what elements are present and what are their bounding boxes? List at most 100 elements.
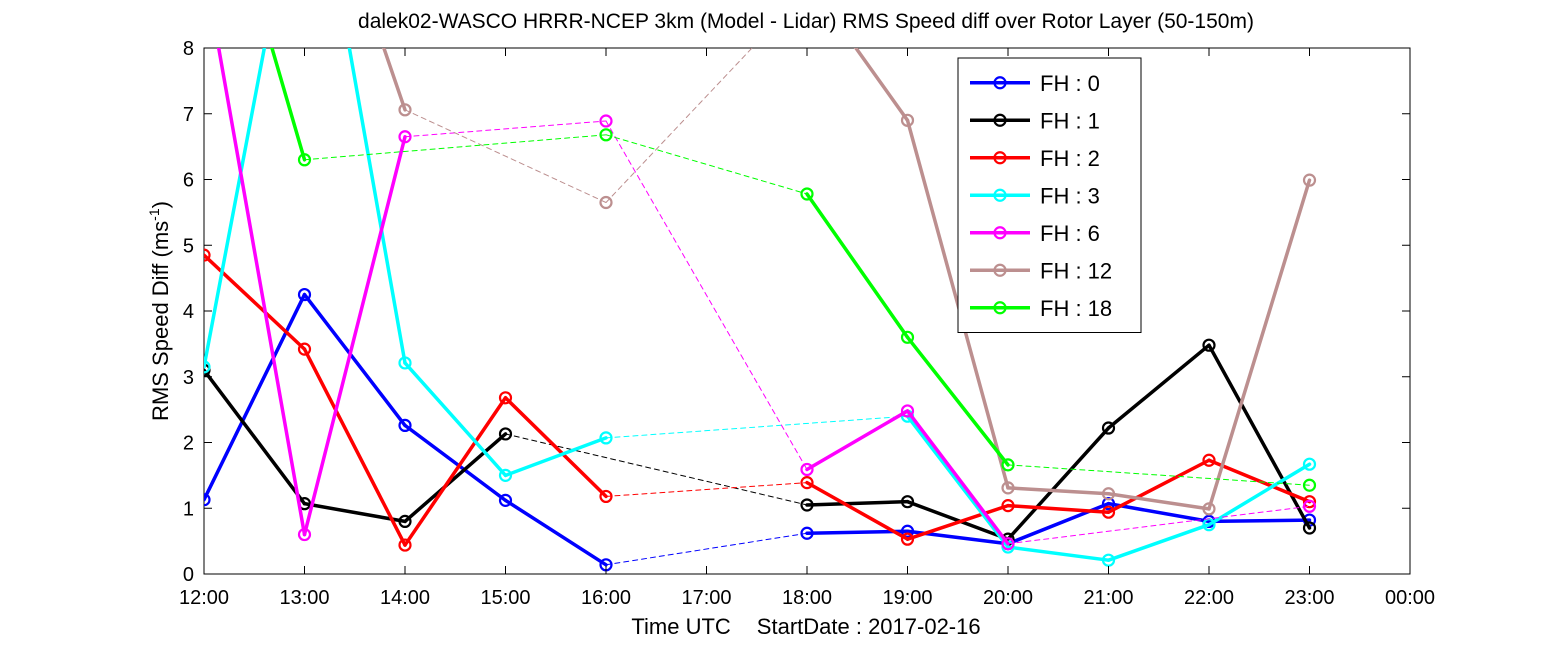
legend-entry-label: FH : 1: [1040, 108, 1100, 133]
data-point: [1001, 481, 1015, 495]
x-tick-label: 14:00: [380, 587, 430, 609]
x-tick-label: 15:00: [480, 587, 530, 609]
data-point: [599, 128, 613, 142]
data-point: [398, 418, 412, 433]
data-point: [800, 476, 814, 490]
series-line-segment: [204, 368, 307, 506]
data-point: [900, 330, 915, 344]
series-line-segment: [403, 361, 508, 478]
series-line-segment: [347, 48, 407, 365]
data-point: [1202, 453, 1216, 467]
x-tick-label: 22:00: [1184, 587, 1234, 609]
legend-swatch-marker: [993, 188, 1007, 202]
series-line-segment: [270, 48, 307, 162]
series-line-segment: [1106, 458, 1211, 514]
data-point: [599, 114, 613, 128]
x-axis-label: Time UTC StartDate : 2017-02-16: [631, 614, 980, 639]
series-6: [270, 48, 1317, 492]
series-line-segment: [1106, 501, 1211, 524]
legend: FH : 0 FH : 1 FH : 2 FH : 3 FH : 6 FH : 12 FH …: [957, 57, 1142, 333]
data-point: [900, 524, 915, 538]
data-point: [297, 342, 312, 356]
series-line-segment: [503, 396, 608, 499]
x-axis-label-main: Time UTC: [631, 614, 731, 639]
y-axis-label-main: RMS Speed Diff (ms: [148, 221, 173, 421]
series-line-segment: [403, 423, 508, 503]
series-line-segment: [1207, 178, 1312, 511]
series-gap-segment: [404, 120, 607, 138]
series-line-segment: [805, 409, 910, 472]
series-line-segment: [905, 503, 1010, 541]
data-point: [398, 538, 412, 552]
series-line-segment: [204, 48, 267, 369]
data-point: [204, 360, 211, 374]
series-line-segment: [302, 292, 407, 428]
series-line-segment: [382, 48, 407, 112]
x-tick-label: 00:00: [1385, 587, 1435, 609]
y-tick-label: 7: [183, 104, 194, 126]
y-axis-label: RMS Speed Diff (ms-1): [146, 201, 173, 421]
data-point: [1302, 499, 1317, 513]
legend-swatch-marker: [993, 113, 1007, 127]
data-point: [800, 498, 814, 512]
x-tick-label: 21:00: [1083, 587, 1133, 609]
series-line-segment: [1006, 503, 1111, 514]
x-tick-label: 23:00: [1284, 587, 1334, 609]
data-point: [900, 404, 915, 418]
data-point: [204, 248, 211, 262]
legend-entry-label: FH : 3: [1040, 183, 1100, 208]
series-line-segment: [905, 335, 1010, 467]
data-point: [1001, 499, 1015, 513]
series-line-segment: [1207, 343, 1312, 530]
x-tick-label: 20:00: [983, 587, 1033, 609]
y-tick-label: 1: [183, 498, 194, 520]
series-gap-segment: [605, 134, 808, 195]
y-axis-label-close: ): [148, 201, 173, 208]
series-line-segment: [905, 499, 1010, 541]
series-line-segment: [302, 347, 407, 547]
series-gap-segment: [605, 482, 808, 497]
series-line-segment: [805, 499, 910, 507]
series-line-segment: [302, 501, 407, 524]
series-line-segment: [216, 48, 307, 537]
x-tick-label: 12:00: [179, 587, 229, 609]
x-tick-label: 19:00: [882, 587, 932, 609]
series-line-segment: [805, 192, 910, 340]
y-tick-label: 4: [183, 301, 194, 323]
data-point: [1302, 173, 1317, 187]
data-point: [800, 187, 814, 201]
series-1: [204, 338, 1317, 546]
series-3: [204, 48, 1317, 567]
data-point: [900, 113, 915, 127]
x-tick-label: 13:00: [279, 587, 329, 609]
data-point: [398, 356, 412, 370]
data-point: [1302, 521, 1317, 535]
series-gap-segment: [605, 120, 808, 470]
series-line-segment: [1207, 518, 1312, 524]
data-point: [398, 130, 412, 144]
series-gap-segment: [404, 109, 607, 204]
data-point: [800, 462, 814, 477]
data-point: [599, 489, 613, 504]
legend-swatch-marker: [993, 301, 1007, 315]
series-line-segment: [905, 409, 1010, 546]
data-point: [1101, 421, 1116, 435]
series-gap-segment: [304, 134, 607, 161]
series-gap-segment: [605, 532, 808, 566]
series-line-segment: [503, 498, 608, 567]
data-point: [800, 526, 814, 540]
y-tick-label: 2: [183, 433, 194, 455]
data-point: [599, 431, 613, 445]
data-point: [297, 287, 312, 302]
data-point: [900, 532, 915, 546]
series-line-segment: [1106, 522, 1211, 562]
data-point: [1101, 497, 1116, 511]
series-line-segment: [1106, 492, 1211, 511]
data-point: [1101, 553, 1116, 567]
legend-entry-label: FH : 0: [1040, 71, 1100, 96]
data-point: [1302, 457, 1317, 471]
legend-swatch-marker: [993, 76, 1007, 90]
x-axis-label-date: StartDate : 2017-02-16: [757, 614, 981, 639]
y-axis-label-sup: -1: [146, 208, 162, 221]
data-point: [1101, 487, 1116, 501]
